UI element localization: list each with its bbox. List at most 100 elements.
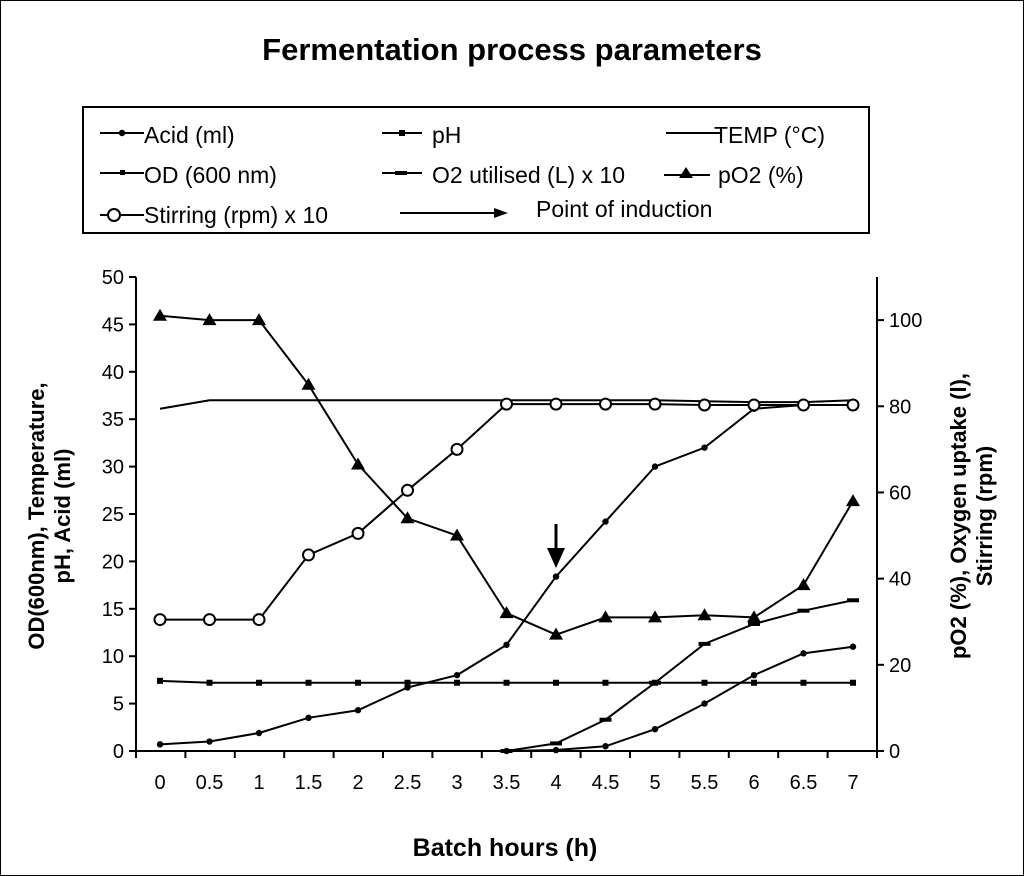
- data-point-od-600-nm: [404, 684, 411, 691]
- data-point-po2: [697, 608, 712, 621]
- x-tick-label: 2: [352, 772, 363, 794]
- legend-od-label: OD (600 nm): [144, 162, 277, 188]
- legend-po2-label: pO2 (%): [718, 162, 804, 188]
- data-point-acid-ml: [552, 746, 560, 754]
- y-right-tick-label: 100: [889, 310, 922, 332]
- y-left-tick-label: 45: [102, 314, 124, 336]
- data-point-ph: [503, 679, 510, 686]
- data-point-o2-utilised-l-x-10: [550, 741, 562, 746]
- data-point-ph: [355, 679, 361, 686]
- data-point-po2: [499, 606, 514, 619]
- x-tick-label: 3: [451, 772, 462, 794]
- data-point-acid-ml: [602, 743, 609, 750]
- data-point-o2-utilised-l-x-10: [797, 608, 810, 613]
- data-point-po2: [153, 308, 167, 321]
- legend-acid-marker: [100, 129, 144, 137]
- legend-stirring-marker: [100, 208, 144, 222]
- y-right-tick-label: 40: [889, 569, 911, 591]
- data-point-acid-ml: [701, 700, 708, 707]
- x-tick-label: 6.5: [790, 772, 818, 794]
- series-line-acid-ml: [506, 645, 854, 752]
- data-point-stirring-rpm-x-10: [648, 397, 662, 411]
- data-point-po2: [549, 627, 563, 640]
- x-tick-label: 0.5: [196, 772, 224, 794]
- chart-legend: Acid (ml) pH TEMP (°C) OD (600 nm) O2 ut…: [82, 106, 870, 234]
- data-point-stirring-rpm-x-10: [599, 397, 612, 411]
- y-left-tick-label: 20: [102, 551, 124, 573]
- legend-acid-label: Acid (ml): [144, 122, 235, 148]
- x-tick-label: 2.5: [394, 772, 422, 794]
- y-right-tick-label: 60: [889, 482, 911, 504]
- data-point-po2: [400, 511, 415, 524]
- data-point-po2: [450, 528, 464, 541]
- x-tick-label: 4: [550, 772, 561, 794]
- data-point-stirring-rpm-x-10: [500, 397, 513, 411]
- x-axis-label: Batch hours (h): [412, 834, 598, 862]
- y-axis-left-label: OD(600nm), Temperature, pH, Acid (ml): [24, 382, 76, 649]
- data-point-stirring-rpm-x-10: [401, 483, 414, 497]
- legend-temp-label: TEMP (°C): [714, 122, 825, 148]
- x-tick-label: 5.5: [691, 772, 719, 794]
- y-right-tick-label: 0: [889, 741, 900, 763]
- data-point-po2: [598, 610, 613, 623]
- legend-item-acid: Acid (ml): [92, 118, 362, 152]
- series-line-stirring-rpm-x-10: [160, 403, 853, 621]
- data-point-od-600-nm: [602, 518, 609, 525]
- series-line-o2-utilised-l-x-10: [506, 599, 854, 752]
- data-point-od-600-nm: [651, 463, 659, 470]
- data-point-po2: [796, 578, 811, 591]
- x-tick-label: 0: [154, 772, 165, 794]
- x-tick-label: 3.5: [493, 772, 521, 794]
- data-point-ph: [256, 679, 262, 686]
- data-point-o2-utilised-l-x-10: [649, 680, 661, 685]
- x-tick-label: 7: [847, 772, 858, 794]
- data-point-od-600-nm: [255, 729, 263, 737]
- data-point-o2-utilised-l-x-10: [847, 598, 859, 603]
- legend-item-o2: O2 utilised (L) x 10: [378, 158, 658, 192]
- data-point-ph: [553, 679, 559, 686]
- data-point-stirring-rpm-x-10: [351, 526, 365, 540]
- data-point-od-600-nm: [354, 707, 362, 714]
- data-point-od-600-nm: [305, 714, 312, 722]
- y-axis-right-label: pO2 (%), Oxygen uptake (l), Stirring (rp…: [946, 373, 998, 659]
- data-point-od-600-nm: [552, 573, 560, 580]
- y-left-tick-label: 10: [102, 646, 124, 668]
- y-right-tick-label: 20: [889, 655, 911, 677]
- data-point-ph: [404, 679, 411, 686]
- data-point-ph: [751, 679, 757, 686]
- data-point-stirring-rpm-x-10: [450, 442, 464, 456]
- legend-item-od: OD (600 nm): [92, 158, 362, 192]
- legend-item-stirring: Stirring (rpm) x 10: [92, 198, 382, 232]
- data-point-acid-ml: [750, 671, 758, 679]
- data-point-od-600-nm: [503, 641, 510, 649]
- series-line-od-600-nm: [159, 403, 853, 746]
- data-point-acid-ml: [651, 725, 659, 733]
- data-point-stirring-rpm-x-10: [846, 398, 860, 412]
- legend-induction-label: Point of induction: [536, 196, 713, 222]
- data-point-stirring-rpm-x-10: [698, 398, 711, 412]
- data-point-acid-ml: [849, 643, 857, 650]
- data-point-od-600-nm: [206, 738, 213, 745]
- data-point-o2-utilised-l-x-10: [698, 641, 711, 646]
- x-tick-label: 1: [253, 772, 264, 794]
- y-left-tick-label: 5: [113, 694, 124, 716]
- data-point-po2: [747, 610, 761, 623]
- data-point-stirring-rpm-x-10: [302, 548, 315, 562]
- chart-title: Fermentation process parameters: [262, 32, 762, 67]
- data-point-po2: [301, 377, 316, 390]
- data-point-po2: [252, 313, 266, 326]
- legend-item-ph: pH: [378, 118, 578, 152]
- legend-o2-marker: [382, 171, 422, 175]
- legend-temp-marker: [666, 132, 722, 134]
- legend-ph-label: pH: [432, 122, 462, 148]
- data-point-ph: [454, 679, 460, 686]
- induction-arrow-head: [547, 548, 565, 568]
- legend-od-marker: [100, 170, 144, 175]
- data-point-ph: [305, 679, 312, 686]
- data-point-stirring-rpm-x-10: [797, 398, 810, 412]
- data-point-ph: [800, 679, 807, 686]
- y-axis-right-label-line1: pO2 (%), Oxygen uptake (l),: [946, 372, 971, 660]
- x-tick-label: 6: [748, 772, 759, 794]
